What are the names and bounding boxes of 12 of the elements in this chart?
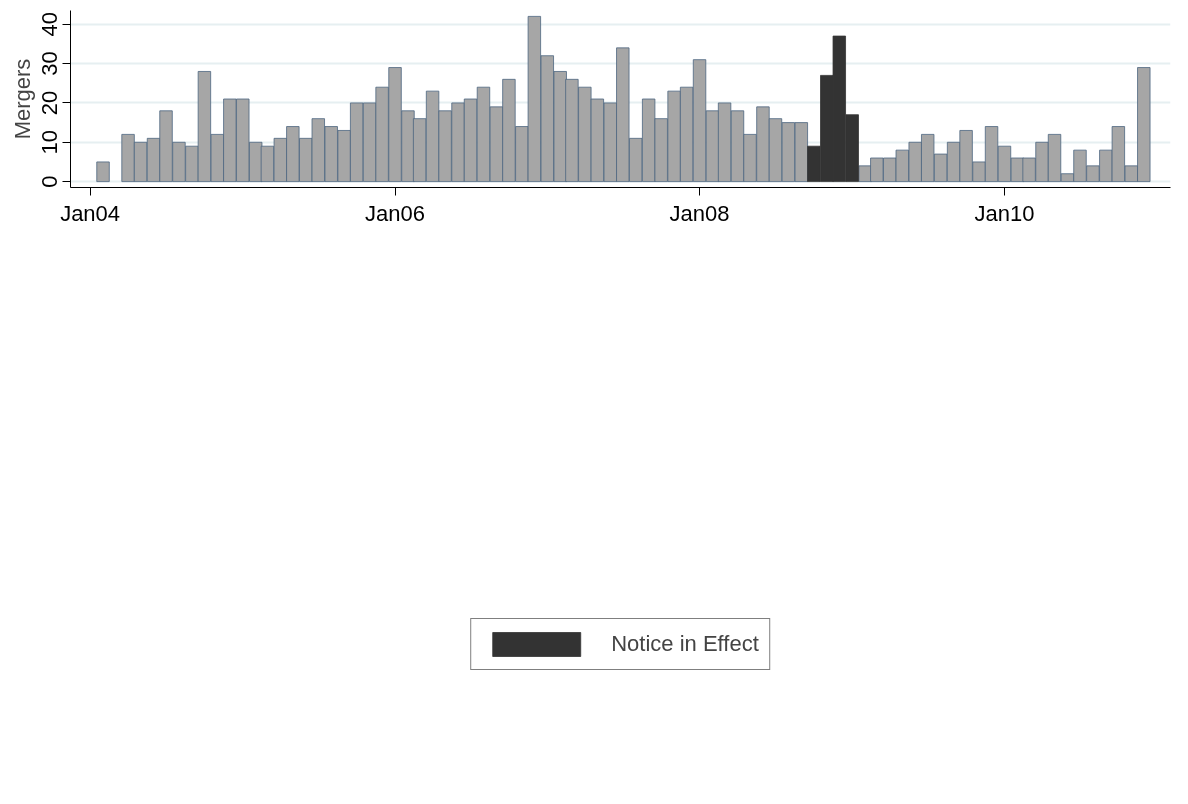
x-tick-label: Jan06	[365, 200, 426, 226]
y-tick-label: 0	[37, 175, 63, 188]
y-tick-label: 30	[37, 51, 63, 76]
legend-label: Notice in Effect	[611, 631, 759, 657]
x-tick-label: Jan04	[60, 200, 121, 226]
bar	[96, 161, 110, 182]
y-tick-label: 10	[37, 130, 63, 155]
y-axis-title: Mergers	[9, 58, 35, 140]
y-tick-label: 20	[37, 90, 63, 116]
y-tick-label: 40	[37, 12, 63, 37]
x-tick-label: Jan08	[669, 200, 730, 226]
x-tick-label: Jan10	[974, 200, 1035, 226]
